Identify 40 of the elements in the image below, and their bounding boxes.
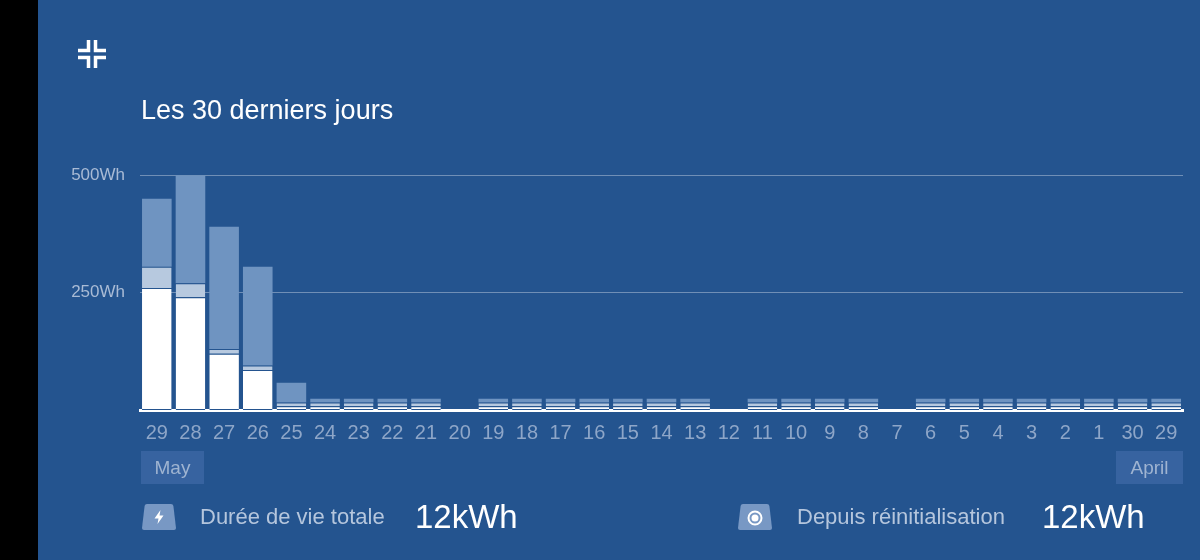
text: 12kWh — [415, 497, 518, 537]
chart-title: Les 30 derniers jours — [141, 94, 394, 126]
x-tick-label: 19 — [482, 420, 505, 443]
x-tick-label: 6 — [925, 420, 937, 443]
text: April — [1116, 451, 1183, 484]
x-tick-label: 21 — [414, 420, 438, 443]
y-tick-label: 500Wh — [71, 164, 125, 184]
x-tick-label: 15 — [616, 420, 639, 443]
text: Depuis réinitialisation — [797, 503, 1005, 531]
y-tick-label: 250Wh — [71, 282, 125, 302]
x-tick-label: 10 — [784, 420, 808, 443]
x-tick-label: 9 — [824, 420, 836, 443]
x-tick-label: 23 — [347, 420, 370, 443]
x-tick-label: 12 — [717, 420, 740, 443]
x-tick-label: 13 — [684, 420, 707, 443]
x-tick-label: 27 — [212, 420, 236, 443]
x-tick-label: 25 — [280, 420, 303, 443]
x-tick-label: 7 — [891, 420, 903, 443]
x-tick-label: 29 — [145, 420, 168, 443]
x-tick-label: 28 — [179, 420, 202, 443]
x-tick-label: 18 — [515, 420, 539, 443]
x-tick-label: 5 — [958, 420, 970, 443]
text: May — [141, 451, 204, 484]
x-tick-label: 26 — [246, 420, 269, 443]
x-tick-label: 16 — [583, 420, 606, 443]
x-tick-label: 8 — [857, 420, 869, 443]
x-tick-label: 20 — [448, 420, 471, 443]
x-tick-label: 29 — [1155, 420, 1178, 443]
x-tick-label: 3 — [1026, 420, 1038, 443]
text: Durée de vie totale — [200, 503, 385, 531]
x-tick-label: 17 — [549, 420, 572, 443]
x-tick-label: 4 — [992, 420, 1004, 443]
x-tick-label: 22 — [381, 420, 404, 443]
x-tick-label: 30 — [1121, 420, 1144, 443]
x-tick-label: 14 — [650, 420, 673, 443]
x-tick-label: 24 — [313, 420, 337, 443]
text: 12kWh — [1042, 497, 1145, 537]
x-tick-label: 11 — [752, 420, 773, 443]
x-tick-label: 1 — [1093, 420, 1105, 443]
x-tick-label: 2 — [1059, 420, 1071, 443]
